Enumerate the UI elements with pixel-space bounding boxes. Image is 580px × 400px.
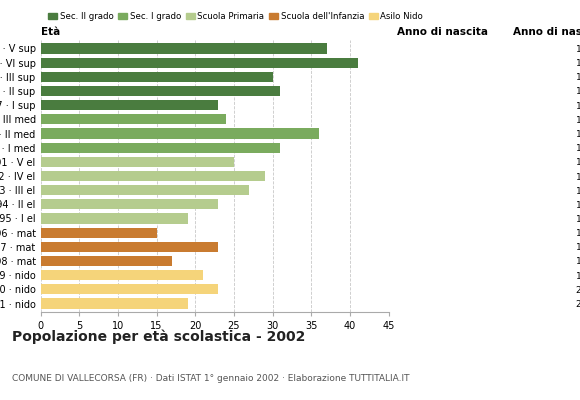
- Bar: [41, 298, 187, 309]
- Text: Anno di nascita: Anno di nascita: [397, 27, 488, 37]
- Text: COMUNE DI VALLECORSA (FR) · Dati ISTAT 1° gennaio 2002 · Elaborazione TUTTITALIA: COMUNE DI VALLECORSA (FR) · Dati ISTAT 1…: [12, 374, 409, 383]
- Bar: [41, 128, 319, 139]
- Bar: [41, 199, 219, 210]
- Bar: [41, 242, 219, 252]
- Bar: [41, 228, 157, 238]
- Text: Età: Età: [41, 27, 60, 37]
- Text: Popolazione per età scolastica - 2002: Popolazione per età scolastica - 2002: [12, 330, 305, 344]
- Bar: [41, 86, 280, 96]
- Bar: [41, 142, 280, 153]
- Legend: Sec. II grado, Sec. I grado, Scuola Primaria, Scuola dell'Infanzia, Asilo Nido: Sec. II grado, Sec. I grado, Scuola Prim…: [45, 9, 427, 25]
- Bar: [41, 157, 234, 167]
- Bar: [41, 214, 187, 224]
- Bar: [41, 58, 358, 68]
- Bar: [41, 72, 273, 82]
- Bar: [41, 100, 219, 110]
- Bar: [41, 114, 226, 124]
- Bar: [41, 284, 219, 294]
- Bar: [41, 185, 249, 195]
- Bar: [41, 44, 327, 54]
- Text: Anno di nascita: Anno di nascita: [513, 27, 580, 37]
- Bar: [41, 256, 172, 266]
- Bar: [41, 270, 203, 280]
- Bar: [41, 171, 265, 181]
